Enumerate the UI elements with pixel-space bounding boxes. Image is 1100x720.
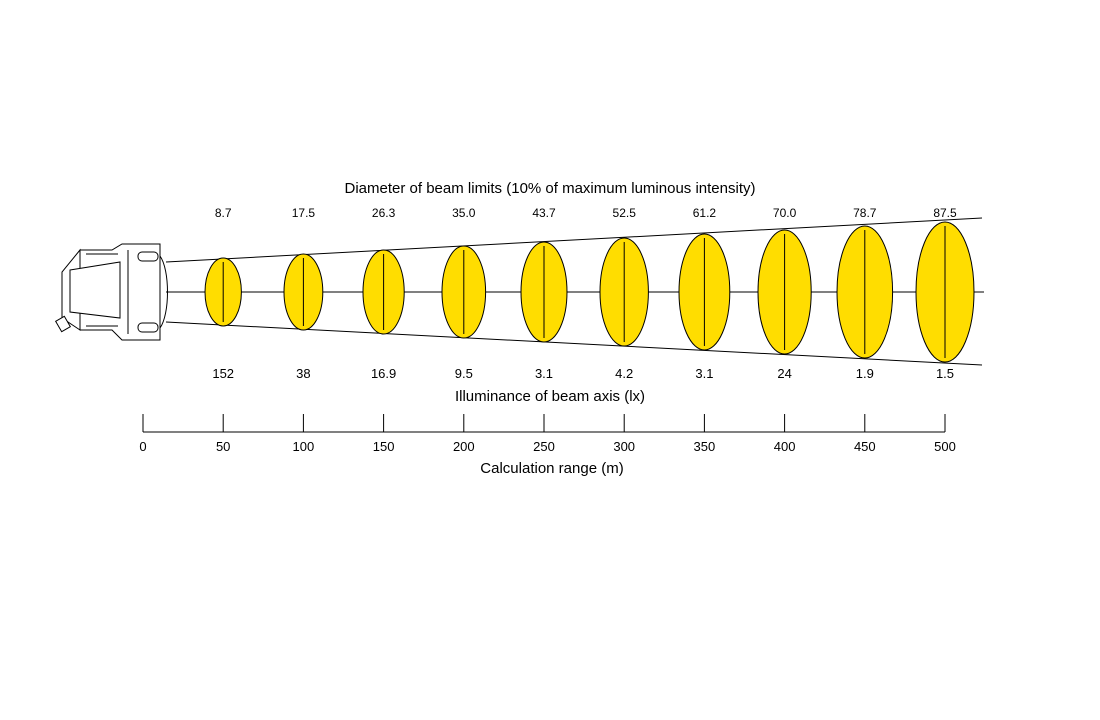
diameter-title: Diameter of beam limits (10% of maximum … [345,180,756,197]
range-tick-label: 450 [854,439,876,454]
range-tick-label: 350 [694,439,716,454]
range-tick-label: 0 [139,439,146,454]
illuminance-labels: 152 38 16.9 9.5 3.1 4.2 3.1 24 1.9 1.5 [212,366,954,381]
diameter-label: 87.5 [933,206,957,220]
range-tick-label: 250 [533,439,555,454]
illuminance-label: 1.9 [856,366,874,381]
diameter-label: 35.0 [452,206,476,220]
diameter-label: 52.5 [613,206,637,220]
range-tick-label: 500 [934,439,956,454]
range-tick-label: 300 [613,439,635,454]
illuminance-label: 38 [296,366,310,381]
illuminance-label: 16.9 [371,366,396,381]
illuminance-label: 3.1 [535,366,553,381]
illuminance-label: 3.1 [695,366,713,381]
illuminance-label: 152 [212,366,234,381]
illuminance-label: 4.2 [615,366,633,381]
illuminance-label: 9.5 [455,366,473,381]
range-tick-label: 100 [293,439,315,454]
luminaire-icon [54,243,168,341]
illuminance-title: Illuminance of beam axis (lx) [455,388,645,405]
diameter-label: 61.2 [693,206,717,220]
diameter-labels: 8.7 17.5 26.3 35.0 43.7 52.5 61.2 70.0 78.7 87.5 [215,206,957,220]
illuminance-label: 24 [777,366,791,381]
diameter-label: 70.0 [773,206,797,220]
diameter-label: 26.3 [372,206,396,220]
range-tick-label: 200 [453,439,475,454]
x-axis-title: Calculation range (m) [480,460,623,477]
diameter-label: 8.7 [215,206,232,220]
range-tick-label: 400 [774,439,796,454]
range-tick-label: 50 [216,439,230,454]
range-ticks: 0 50 100 150 200 250 300 350 400 450 500 [139,414,956,454]
diameter-label: 17.5 [292,206,316,220]
range-tick-label: 150 [373,439,395,454]
beam-ellipses [204,221,975,363]
diameter-label: 78.7 [853,206,877,220]
diameter-label: 43.7 [532,206,556,220]
illuminance-label: 1.5 [936,366,954,381]
